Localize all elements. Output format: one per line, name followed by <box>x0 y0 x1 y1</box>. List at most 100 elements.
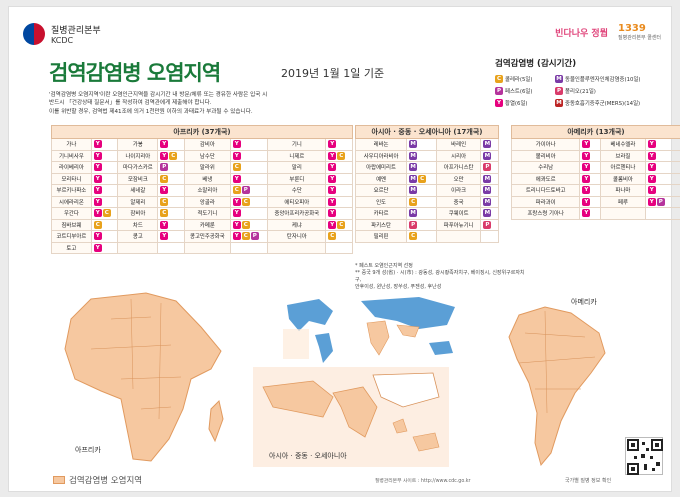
disease-badge-icon: Y <box>93 209 102 218</box>
disease-badge-icon: Y <box>93 197 102 206</box>
disease-badge-icon: C <box>337 220 346 229</box>
africa-map: 아프리카 <box>51 289 239 467</box>
table-row: 가나 Y 가봉 Y 감비아 Y 기니 Y <box>51 138 353 151</box>
disease-badge-icon: M <box>483 186 492 195</box>
country-name: 감비아 <box>183 138 231 151</box>
country-name: 말리 <box>267 161 327 174</box>
disease-badges: Y <box>157 230 185 243</box>
org-name-en: KCDC <box>51 36 74 45</box>
table-row: 짐바브웨 C 차드 Y 카메룬 Y C 케냐 Y C <box>51 218 353 231</box>
disease-badge-icon: Y <box>582 140 591 149</box>
country-name: 차드 <box>117 218 159 231</box>
country-name: 가이아나 <box>510 138 581 151</box>
disease-badge-icon: Y <box>582 163 591 172</box>
disease-badge-icon: M <box>483 197 492 206</box>
disease-badges: M <box>406 207 437 220</box>
notes: * 폐스트 오염인근지역 선정 ** 중국 9개 성(省) · 시(市) : 광… <box>355 263 525 291</box>
country-name: 토고 <box>51 241 92 254</box>
table-row: 라이베리아 Y 마다가스카르 P 말라위 C 말리 Y <box>51 161 353 174</box>
country-name: 카타르 <box>354 207 408 220</box>
country-name: 부룬디 <box>267 172 327 185</box>
disease-badge-icon: Y <box>582 209 591 218</box>
legend-badge-icon: Y <box>495 98 503 107</box>
disease-badges: Y <box>644 172 680 185</box>
disease-badges <box>644 207 680 220</box>
disease-badges: C <box>90 218 119 231</box>
country-name: 시에라리온 <box>51 195 92 208</box>
country-name: 에콰도르 <box>510 172 581 185</box>
disease-badge-icon: Y <box>582 186 591 195</box>
country-name: 콜롬비아 <box>600 172 646 185</box>
header-logos: 빈다나우 정뭡 1339 질병관리본부 콜센터 <box>555 23 661 41</box>
country-name: 볼리비아 <box>510 149 581 162</box>
country-name: 인도 <box>354 195 408 208</box>
poster: 질병관리본부 KCDC 빈다나우 정뭡 1339 질병관리본부 콜센터 검역감염… <box>8 6 680 492</box>
disease-badge-icon: M <box>409 140 418 149</box>
table-row: 인도 C 중국 M <box>354 195 499 208</box>
disease-badge-icon: Y <box>93 232 102 241</box>
country-name: 요르단 <box>354 184 408 197</box>
country-name: 베네수엘라 <box>600 138 646 151</box>
disease-badge-icon: Y <box>160 186 169 195</box>
disease-badges: Y <box>579 195 602 208</box>
disease-badges: M <box>480 172 499 185</box>
table-row: 에콰도르 Y 콜롬비아 Y <box>510 172 680 185</box>
disease-badge-icon: M <box>483 174 492 183</box>
country-name: 모잠비크 <box>117 172 159 185</box>
qr-code-icon[interactable] <box>625 437 663 475</box>
legend-label: 중동호흡기증후군(MERS)(14일) <box>565 100 641 107</box>
disease-badge-icon: Y <box>232 232 241 241</box>
disease-badge-icon: Y <box>582 151 591 160</box>
disease-badges <box>229 241 269 254</box>
table-row: 가이아나 Y 베네수엘라 Y <box>510 138 680 151</box>
disease-badges: C <box>406 230 437 243</box>
note-line: ** 중국 9개 성(省) · 시(市) : 광동성, 광시좡족자치구, 베이징… <box>355 270 525 283</box>
desc-line: 반드시 「건강상태 질문서」를 작성하여 검역관에게 제출해야 합니다. <box>49 100 212 107</box>
disease-badges: Y <box>229 138 269 151</box>
country-name: 세네갈 <box>117 184 159 197</box>
disease-badge-icon: Y <box>647 174 656 183</box>
country-name: 적도기니 <box>183 207 231 220</box>
qr-code-graphic <box>627 439 663 475</box>
table-row: 우간다 Y C 잠비아 C 적도기니 Y 중앙아프리카공화국 Y <box>51 207 353 220</box>
disease-badge-icon: C <box>241 197 250 206</box>
table-header-row: 아시아 · 중동 · 오세아니아 (17개국) <box>355 125 499 139</box>
asia-map-label: 아시아 · 중동 · 오세아니아 <box>269 452 347 460</box>
disease-badge-icon: Y <box>328 140 337 149</box>
disease-badges <box>325 241 353 254</box>
disease-badge-icon: Y <box>328 209 337 218</box>
disease-badge-icon: Y <box>93 151 102 160</box>
disease-badge-icon: C <box>160 209 169 218</box>
country-name: 베냉 <box>183 172 231 185</box>
country-name: 말라위 <box>183 161 231 174</box>
country-name: 중국 <box>435 195 482 208</box>
disease-badges: Y <box>325 207 353 220</box>
table-title: 아프리카 (37개국) <box>51 125 353 139</box>
legend-badge-icon: P <box>495 86 503 95</box>
disease-badge-icon: Y <box>328 151 337 160</box>
table-row: 카타르 M 쿠웨이트 M <box>354 207 499 220</box>
disease-badges: P <box>480 161 499 174</box>
website-link[interactable]: 질병관리본부 사이트 : http://www.cdc.go.kr <box>375 479 471 484</box>
disease-badge-icon: P <box>483 163 492 172</box>
page-subtitle: 2019년 1월 1일 기준 <box>281 67 385 80</box>
table-row: 트리니다드토바고 Y 파나마 Y <box>510 184 680 197</box>
disease-badge-icon: C <box>169 151 178 160</box>
world-map <box>279 291 469 365</box>
country-name: 사우디아라비아 <box>354 149 408 162</box>
country-name: 페루 <box>600 195 646 208</box>
legend-label: 콜레라(5일) <box>505 76 533 83</box>
country-name: 파푸아뉴기니 <box>435 218 482 231</box>
country-name: 마다가스카르 <box>117 161 159 174</box>
table-row: 필리핀 C <box>354 230 499 243</box>
legend-swatch <box>53 476 65 484</box>
disease-badges: M <box>406 184 437 197</box>
country-name: 바레인 <box>435 138 482 151</box>
disease-badges: Y <box>579 138 602 151</box>
disease-badges: P <box>480 218 499 231</box>
disease-badge-icon: M <box>483 209 492 218</box>
